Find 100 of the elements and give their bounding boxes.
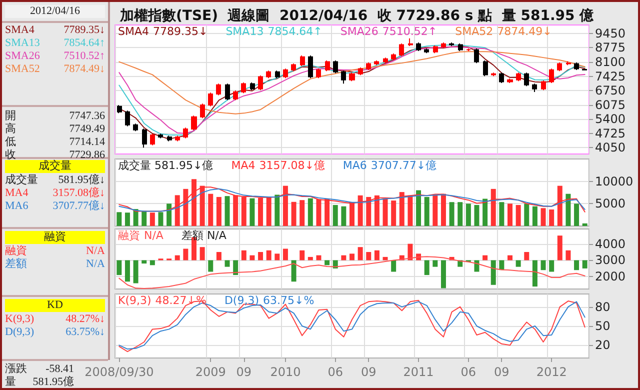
- bar: [200, 247, 205, 260]
- candlestick: [441, 42, 446, 49]
- annotation: 7874.49↓: [497, 25, 552, 38]
- y-tick-label: 9450: [595, 26, 626, 40]
- candlestick: [150, 133, 155, 146]
- text: 融資 N/A: [5, 245, 105, 257]
- text: SMA26: [340, 25, 378, 38]
- text: MA6: [342, 159, 367, 172]
- bar: [508, 255, 512, 260]
- bar: [582, 260, 588, 268]
- candlestick: [258, 75, 263, 91]
- bar: [532, 260, 538, 287]
- bar: [374, 250, 380, 260]
- bar: [208, 260, 214, 272]
- bar: [424, 196, 430, 226]
- text: 低 7714.14: [5, 136, 105, 148]
- x-tick-label: 06: [328, 365, 344, 379]
- line-series: [118, 51, 586, 114]
- bar: [490, 260, 496, 285]
- bar: [124, 212, 130, 226]
- bar: [499, 260, 504, 270]
- bar: [300, 200, 305, 226]
- annotation: 成交量 581.95↓億: [118, 159, 214, 172]
- y-tick-label: 6750: [595, 84, 626, 98]
- bar: [532, 206, 538, 226]
- candlestick: [483, 60, 488, 77]
- text: 融資: [5, 231, 105, 244]
- bar: [566, 194, 571, 226]
- candlestick: [241, 82, 246, 94]
- bar: [341, 206, 346, 226]
- annotation: 7789.35↓: [152, 25, 208, 38]
- bar: [158, 212, 164, 226]
- bar: [308, 198, 313, 226]
- annotation: 差額 N/A: [181, 229, 227, 242]
- candlestick: [524, 72, 529, 87]
- bar: [282, 248, 288, 260]
- text: 成交量 581.95億↓: [5, 174, 105, 186]
- y-tick-label: 80: [595, 300, 610, 314]
- candlestick: [125, 110, 130, 127]
- candlestick: [532, 83, 537, 93]
- y-tick-label: 4725: [595, 126, 626, 140]
- text: 融資: [118, 229, 140, 242]
- y-tick-label: 6075: [595, 98, 626, 112]
- bar: [549, 260, 554, 272]
- bar: [142, 260, 147, 264]
- series-label: SMA52: [455, 25, 494, 38]
- bar: [391, 260, 396, 272]
- x-tick-label: 2011: [403, 365, 434, 379]
- bar: [524, 204, 530, 226]
- bar: [216, 196, 222, 226]
- x-tick-label: 2009: [195, 365, 226, 379]
- bar: [233, 260, 238, 276]
- bar: [183, 248, 188, 260]
- candlestick: [167, 135, 172, 142]
- bar: [449, 202, 454, 226]
- bar: [116, 212, 122, 226]
- bar: [391, 200, 396, 226]
- bar: [366, 252, 372, 260]
- y-tick-label: 4050: [595, 140, 626, 155]
- bar: [258, 252, 264, 260]
- y-tick-label: 7425: [595, 69, 626, 84]
- bar: [291, 202, 296, 226]
- candlestick: [308, 55, 313, 79]
- bar: [350, 254, 354, 260]
- candlestick: [466, 48, 471, 52]
- y-tick-label: 50: [595, 319, 610, 333]
- candlestick: [158, 133, 163, 139]
- bar: [250, 198, 255, 226]
- candlestick: [507, 78, 513, 84]
- bar: [224, 196, 230, 226]
- text: 收 7729.86: [5, 149, 105, 161]
- bar: [266, 250, 272, 260]
- bar: [341, 255, 346, 260]
- bar: [499, 202, 504, 226]
- bar: [574, 204, 580, 226]
- candlestick: [399, 43, 404, 57]
- bar: [332, 205, 338, 226]
- y-tick-label: 5400: [595, 112, 626, 126]
- candlestick: [183, 127, 188, 139]
- annotation: N/A: [144, 229, 164, 242]
- bar: [474, 205, 480, 226]
- text: SMA26 7510.52↑: [5, 50, 105, 62]
- text: 開 7747.36: [5, 110, 105, 122]
- bar: [241, 250, 246, 260]
- candlestick: [383, 57, 388, 64]
- bar: [150, 212, 155, 226]
- annotation: 63.75↓%: [262, 294, 314, 307]
- annotation: 48.27↓%: [155, 294, 206, 307]
- text: 高 7749.49: [5, 123, 105, 135]
- candlestick: [516, 72, 521, 82]
- bar: [224, 260, 230, 267]
- candlestick: [374, 60, 379, 66]
- bar: [549, 209, 554, 226]
- bar: [516, 260, 521, 267]
- bar: [458, 202, 463, 226]
- text: SMA52 7874.49↓: [5, 63, 105, 75]
- text: MA4 3157.08億↓: [5, 187, 105, 199]
- candlestick: [291, 62, 296, 72]
- text: MA6 3707.77億↓: [5, 200, 105, 212]
- bar: [540, 260, 546, 270]
